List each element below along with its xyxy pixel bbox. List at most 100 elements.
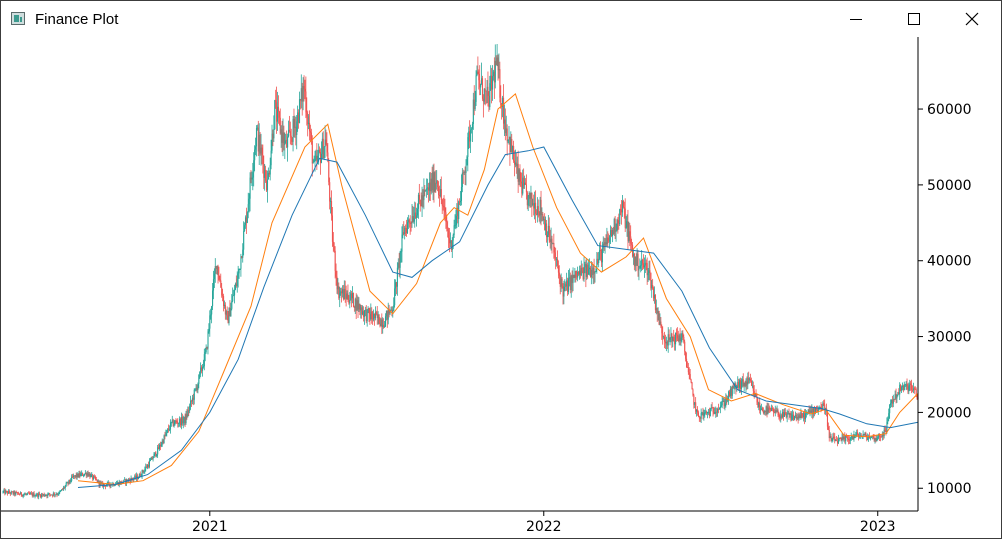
candle-body [637, 253, 639, 271]
title-bar[interactable]: Finance Plot [1, 1, 1001, 37]
candle-body [832, 436, 834, 439]
candle-body [717, 409, 719, 413]
candle-body [447, 228, 449, 231]
candle-body [158, 444, 161, 450]
y-tick-label: 40000 [927, 254, 972, 270]
candle-body [174, 421, 176, 425]
candle-body [626, 221, 628, 228]
candle-body [61, 489, 64, 491]
candle-body [355, 298, 357, 311]
candle-body [551, 238, 553, 244]
candle-body [253, 160, 255, 173]
candle-body [781, 415, 783, 418]
candle-body [470, 129, 472, 142]
maximize-button[interactable] [885, 1, 943, 37]
candle-body [794, 415, 796, 417]
candle-body [51, 494, 54, 496]
candle-body [309, 122, 311, 132]
candle-body [790, 413, 792, 420]
candle-body [387, 308, 389, 320]
candle-body [109, 484, 111, 487]
candle-body [760, 409, 762, 411]
candle-body [751, 385, 753, 387]
candle-body [361, 307, 363, 315]
candle-body [3, 490, 5, 492]
candle-body [562, 286, 564, 297]
candle-body [408, 219, 410, 223]
candle-body [804, 412, 806, 420]
candle-body [659, 321, 661, 325]
candle-body [667, 334, 669, 346]
candle-body [212, 290, 214, 307]
candle-body [223, 304, 226, 306]
candle-body [460, 200, 462, 203]
candle-body [707, 412, 709, 414]
minimize-button[interactable] [827, 1, 885, 37]
candle-body [463, 172, 465, 173]
candle-body [150, 457, 152, 460]
candle-body [470, 128, 473, 130]
candle-body [821, 409, 823, 411]
candle-body [226, 311, 228, 316]
candle-body [851, 435, 853, 437]
candle-body [131, 478, 133, 480]
candle-body [910, 383, 912, 385]
candle-body [317, 155, 319, 162]
candle-body [525, 184, 527, 193]
candle-body [788, 413, 790, 415]
candle-body [598, 258, 600, 264]
candle-body [873, 436, 875, 441]
candle-body [675, 332, 678, 335]
candle-body [681, 332, 683, 338]
candle-body [564, 283, 566, 287]
candle-body [286, 139, 288, 148]
candle-body [731, 386, 733, 396]
candle-body [853, 435, 855, 440]
candle-body [752, 385, 754, 391]
candle-body [705, 411, 707, 413]
candle-body [334, 250, 336, 271]
candle-body [798, 415, 800, 419]
candle-body [81, 472, 83, 474]
candlestick-chart[interactable]: 10000 20000 30000 40000 50000 60000 2021 2022 20… [1, 37, 1001, 537]
candle-body [365, 309, 367, 322]
candle-body [915, 389, 917, 396]
candle-body [434, 182, 436, 192]
candle-body [608, 240, 610, 242]
candle-body [169, 422, 172, 430]
candle-body [805, 412, 807, 414]
candle-body [583, 267, 585, 280]
x-tick-label: 2023 [860, 519, 896, 535]
candle-body [84, 472, 86, 474]
candle-body [392, 310, 394, 312]
candle-body [882, 434, 884, 437]
candle-body [18, 493, 20, 495]
candle-body [663, 336, 665, 338]
candle-body [840, 438, 842, 441]
candle-body [244, 217, 247, 226]
close-button[interactable] [943, 1, 1001, 37]
candle-body [527, 195, 529, 206]
candle-body [883, 429, 885, 437]
candle-body [901, 385, 904, 388]
candle-body [231, 301, 233, 309]
candle-body [187, 410, 189, 417]
candle-body [518, 169, 520, 182]
candle-body [454, 225, 456, 227]
candle-body [394, 288, 396, 306]
candle-body [97, 480, 99, 483]
candle-body [254, 149, 256, 161]
candle-body [548, 225, 550, 241]
candle-body [407, 219, 409, 223]
candle-body [748, 377, 750, 381]
candle-body [653, 294, 656, 299]
candle-body [712, 408, 714, 412]
candle-body [331, 215, 333, 242]
candle-body [810, 410, 812, 413]
candle-body [729, 391, 731, 397]
candle-body [297, 112, 299, 122]
candle-body [207, 331, 209, 349]
candle-body [617, 220, 619, 224]
candle-body [223, 296, 225, 306]
candle-body [142, 470, 144, 472]
